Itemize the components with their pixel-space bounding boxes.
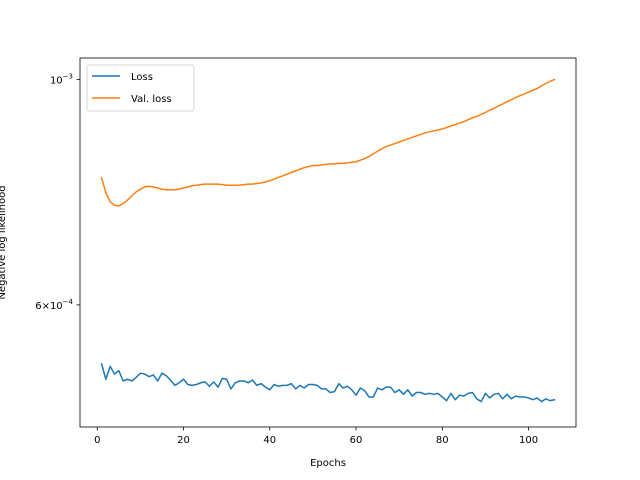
series-line-0	[100, 362, 556, 403]
x-axis-label: Epochs	[310, 458, 346, 469]
x-tick-label: 40	[263, 435, 276, 446]
axes-frame	[79, 57, 577, 428]
legend-label-0: Loss	[131, 72, 153, 83]
y-tick-label: 10−3	[50, 73, 73, 87]
y-axis-label: Negative log likelihood	[0, 185, 8, 299]
series-line-1	[100, 78, 556, 207]
x-tick-label: 20	[177, 435, 190, 446]
legend: Loss Val. loss	[86, 64, 195, 112]
axes: 0 20 40 60 80 100 6×10−4 10−3	[35, 57, 577, 446]
x-tick-label: 80	[436, 435, 449, 446]
plot-area	[100, 78, 556, 403]
x-tick-label: 60	[350, 435, 363, 446]
y-tick-label: 6×10−4	[35, 298, 73, 312]
x-tick-label: 100	[519, 435, 538, 446]
legend-label-1: Val. loss	[131, 94, 172, 105]
x-tick-label: 0	[94, 435, 100, 446]
